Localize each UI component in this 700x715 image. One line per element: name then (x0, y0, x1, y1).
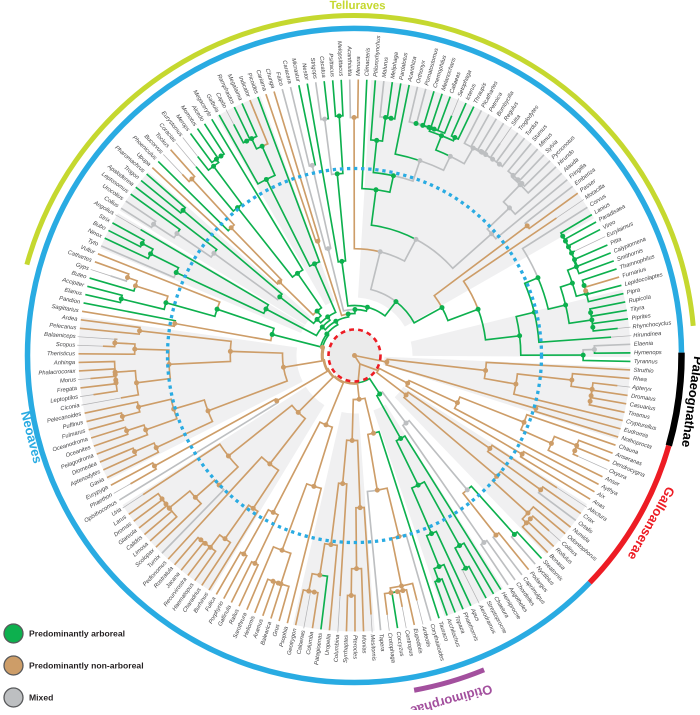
svg-text:Monias: Monias (360, 635, 367, 654)
svg-text:Tinamus: Tinamus (627, 411, 650, 421)
svg-text:Telluraves: Telluraves (329, 0, 385, 12)
svg-text:Predominantly non-arboreal: Predominantly non-arboreal (29, 660, 144, 670)
svg-text:Vultur: Vultur (79, 245, 96, 257)
svg-text:Strix: Strix (97, 213, 111, 224)
svg-text:Uria: Uria (111, 507, 124, 518)
svg-text:Rhynchocyclus: Rhynchocyclus (632, 320, 671, 330)
svg-text:Pelecanus: Pelecanus (49, 323, 77, 332)
svg-text:Ciconia: Ciconia (60, 403, 81, 412)
svg-text:Ardea: Ardea (61, 315, 79, 323)
svg-text:Tityra: Tityra (630, 305, 646, 313)
svg-text:Ptilonorhynchus: Ptilonorhynchus (373, 35, 382, 77)
svg-text:Hirundinea: Hirundinea (633, 331, 662, 339)
svg-text:Buteo: Buteo (71, 270, 88, 280)
svg-text:Hymenops: Hymenops (634, 350, 662, 356)
svg-text:Syrrhaptes: Syrrhaptes (343, 635, 350, 663)
svg-text:Theristicus: Theristicus (47, 351, 75, 357)
svg-text:Pterocles: Pterocles (351, 635, 357, 659)
svg-text:Orthonyx: Orthonyx (416, 59, 427, 84)
svg-text:Pardalotus: Pardalotus (399, 52, 410, 80)
svg-text:Psittacus: Psittacus (327, 53, 335, 77)
svg-text:Tyrannus: Tyrannus (634, 359, 658, 366)
svg-text:Micrastur: Micrastur (290, 58, 301, 84)
svg-text:Tapera: Tapera (377, 634, 385, 653)
svg-text:Melopsittacus: Melopsittacus (336, 41, 344, 77)
svg-text:Climacteris: Climacteris (365, 47, 372, 76)
svg-text:Rupicola: Rupicola (628, 294, 652, 304)
svg-text:Mixed: Mixed (29, 692, 53, 702)
svg-text:Pitta: Pitta (610, 236, 624, 246)
svg-text:Pandion: Pandion (59, 296, 81, 306)
svg-text:Acanthiza: Acanthiza (407, 55, 418, 83)
svg-text:Apteryx: Apteryx (631, 385, 653, 393)
svg-text:Mesitornis: Mesitornis (369, 634, 377, 661)
svg-text:Strigops: Strigops (309, 57, 318, 79)
svg-text:Morus: Morus (60, 377, 77, 384)
svg-text:Caracara: Caracara (281, 60, 293, 85)
svg-text:Sagittarius: Sagittarius (51, 304, 79, 314)
svg-text:Vireo: Vireo (602, 219, 617, 231)
svg-text:Scopus: Scopus (56, 342, 76, 349)
svg-text:Geotrygon: Geotrygon (287, 628, 299, 656)
svg-text:Centropus: Centropus (403, 630, 414, 657)
svg-text:Malurus: Malurus (382, 57, 390, 78)
svg-text:Crotophaga: Crotophaga (386, 632, 396, 664)
svg-text:Piprites: Piprites (631, 313, 651, 322)
svg-text:Puffinus: Puffinus (62, 420, 84, 431)
svg-text:Leptoptilos: Leptoptilos (50, 394, 79, 404)
svg-text:Uropelia: Uropelia (325, 633, 333, 656)
svg-text:Sitta: Sitta (511, 114, 523, 128)
svg-text:Elanus: Elanus (64, 287, 83, 297)
svg-text:Meliphaga: Meliphaga (390, 51, 400, 79)
svg-text:Accipiter: Accipiter (61, 277, 86, 289)
svg-text:Struthio: Struthio (633, 368, 654, 375)
svg-text:Ardeotis: Ardeotis (420, 625, 431, 648)
svg-text:Cacatua: Cacatua (318, 56, 326, 79)
svg-text:Columbina: Columbina (334, 634, 342, 663)
svg-text:Columba: Columba (306, 631, 316, 656)
svg-text:Fregata: Fregata (57, 386, 78, 394)
svg-text:Gyps: Gyps (75, 262, 90, 272)
svg-text:Acanthisitta: Acanthisitta (346, 45, 353, 77)
svg-text:Balaeniceps: Balaeniceps (44, 332, 76, 340)
svg-text:Psophia: Psophia (279, 625, 290, 648)
svg-text:Menura: Menura (356, 56, 362, 77)
svg-text:Caloenas: Caloenas (296, 630, 306, 655)
svg-text:Eupodotis: Eupodotis (412, 628, 423, 655)
svg-text:Casuarius: Casuarius (629, 402, 656, 412)
svg-text:Aix: Aix (595, 491, 607, 501)
svg-text:Rhea: Rhea (633, 376, 648, 383)
svg-text:Patagioenas: Patagioenas (314, 633, 324, 666)
svg-text:Predominantly arboreal: Predominantly arboreal (29, 628, 125, 638)
svg-text:Anhinga: Anhinga (53, 360, 76, 367)
svg-text:Apus: Apus (469, 607, 480, 623)
svg-text:Nestor: Nestor (300, 63, 309, 82)
svg-text:Chunga: Chunga (264, 68, 276, 90)
svg-text:Falco: Falco (274, 71, 284, 87)
svg-text:Phalacrocorax: Phalacrocorax (38, 369, 76, 377)
svg-text:Bubo: Bubo (92, 221, 107, 233)
svg-text:Tyto: Tyto (87, 238, 100, 248)
svg-text:Elaenia: Elaenia (634, 341, 654, 348)
svg-text:Coccyzus: Coccyzus (395, 631, 405, 657)
svg-text:Dromaius: Dromaius (631, 394, 657, 404)
svg-text:Pipra: Pipra (626, 287, 641, 296)
svg-text:Grus: Grus (272, 624, 281, 638)
